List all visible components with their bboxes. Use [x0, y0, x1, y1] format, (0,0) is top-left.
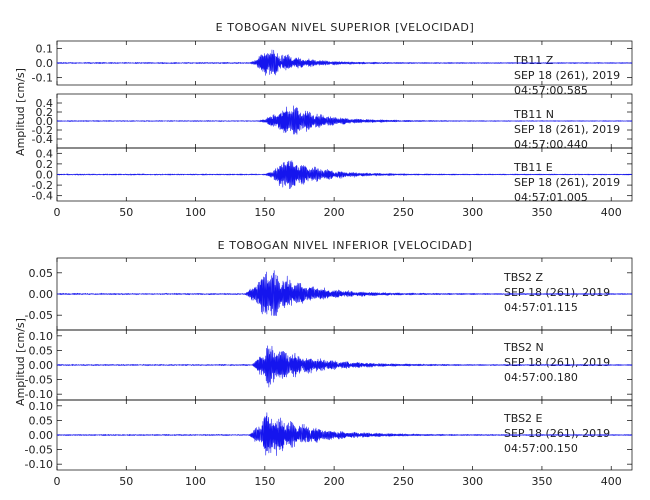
x-tick-label: 150	[254, 475, 275, 488]
y-tick-label: 0.00	[29, 359, 54, 372]
trace-date-label: SEP 18 (261), 2019	[514, 69, 620, 82]
trace-station-label: TB11 N	[513, 108, 554, 121]
y-tick-label: 0.05	[29, 267, 54, 280]
y-tick-label: -0.2	[32, 124, 53, 137]
trace-time-label: 04:57:00.440	[514, 138, 588, 151]
trace-date-label: SEP 18 (261), 2019	[514, 176, 620, 189]
bottom-y-axis-label: Amplitud [cm/s]	[14, 318, 27, 406]
top-chart-title: E TOBOGAN NIVEL SUPERIOR [VELOCIDAD]	[216, 21, 475, 34]
trace-date-label: SEP 18 (261), 2019	[504, 286, 610, 299]
trace-date-label: SEP 18 (261), 2019	[514, 123, 620, 136]
trace-time-label: 04:57:00.180	[504, 371, 578, 384]
bottom-x-axis: 0 50 100 150 200 250 300 350 400	[54, 475, 622, 488]
y-tick-label: 0.00	[29, 429, 54, 442]
y-tick-label: -0.05	[25, 444, 53, 457]
y-tick-label: 0.2	[36, 106, 54, 119]
x-tick-label: 150	[254, 206, 275, 219]
trace-station-label: TB11 E	[513, 161, 553, 174]
x-tick-label: 0	[54, 206, 61, 219]
x-tick-label: 400	[601, 475, 622, 488]
y-tick-label: 0.0	[36, 57, 54, 70]
trace-tb11-z: TB11 Z SEP 18 (261), 2019 04:57:00.585 -…	[32, 40, 633, 97]
waveform-line	[56, 105, 633, 135]
trace-time-label: 04:57:00.150	[504, 442, 578, 455]
top-x-axis: 0 50 100 150 200 250 300 350 400	[54, 206, 622, 219]
x-tick-label: 0	[54, 475, 61, 488]
y-tick-label: -0.2	[32, 179, 53, 192]
trace-tbs2-e: TBS2 E SEP 18 (261), 2019 04:57:00.150 -…	[25, 399, 633, 471]
y-tick-label: 0.2	[36, 158, 54, 171]
x-tick-label: 250	[393, 206, 414, 219]
top-y-axis-label: Amplitud [cm/s]	[14, 68, 27, 156]
top-panel: E TOBOGAN NIVEL SUPERIOR [VELOCIDAD] Amp…	[14, 21, 633, 219]
x-tick-label: 200	[324, 475, 345, 488]
x-tick-label: 300	[462, 206, 483, 219]
trace-tbs2-z: TBS2 Z SEP 18 (261), 2019 04:57:01.115 -…	[25, 257, 633, 331]
x-tick-label: 350	[531, 475, 552, 488]
waveform-line	[56, 49, 633, 76]
y-tick-label: -0.05	[25, 309, 53, 322]
waveform-line	[56, 345, 633, 388]
y-tick-label: 0.05	[29, 414, 54, 427]
trace-date-label: SEP 18 (261), 2019	[504, 427, 610, 440]
trace-station-label: TB11 Z	[513, 54, 554, 67]
trace-tb11-n: TB11 N SEP 18 (261), 2019 04:57:00.440 -…	[32, 93, 633, 151]
trace-tb11-e: TB11 E SEP 18 (261), 2019 04:57:01.005 -…	[32, 147, 633, 204]
y-tick-label: 0.05	[29, 344, 54, 357]
y-tick-label: 0.0	[36, 169, 54, 182]
y-tick-label: 0.4	[36, 97, 54, 110]
waveform-line	[56, 412, 633, 456]
y-tick-label: 0.10	[29, 330, 54, 343]
trace-time-label: 04:57:00.585	[514, 84, 588, 97]
y-tick-label: -0.4	[32, 190, 53, 203]
x-tick-label: 50	[119, 206, 133, 219]
bottom-panel: E TOBOGAN NIVEL INFERIOR [VELOCIDAD] Amp…	[14, 239, 633, 488]
y-tick-label: -0.05	[25, 374, 53, 387]
y-tick-label: 0.1	[36, 42, 54, 55]
waveform-line	[56, 160, 633, 190]
y-tick-label: 0.10	[29, 400, 54, 413]
y-tick-label: -0.10	[25, 388, 53, 401]
x-tick-label: 250	[393, 475, 414, 488]
y-tick-label: 0.0	[36, 115, 54, 128]
trace-date-label: SEP 18 (261), 2019	[504, 356, 610, 369]
trace-time-label: 04:57:01.115	[504, 301, 578, 314]
x-tick-label: 300	[462, 475, 483, 488]
trace-time-label: 04:57:01.005	[514, 191, 588, 204]
y-tick-label: -0.1	[32, 72, 53, 85]
trace-tbs2-n: TBS2 N SEP 18 (261), 2019 04:57:00.180 -…	[25, 329, 633, 401]
trace-station-label: TBS2 Z	[503, 271, 544, 284]
waveform-line	[56, 270, 633, 316]
trace-station-label: TBS2 E	[503, 412, 543, 425]
x-tick-label: 200	[324, 206, 345, 219]
y-tick-label: -0.4	[32, 133, 53, 146]
x-tick-label: 100	[185, 206, 206, 219]
y-tick-label: 0.00	[29, 288, 54, 301]
x-tick-label: 100	[185, 475, 206, 488]
bottom-chart-title: E TOBOGAN NIVEL INFERIOR [VELOCIDAD]	[218, 239, 473, 252]
y-tick-label: 0.4	[36, 147, 54, 160]
x-tick-label: 400	[601, 206, 622, 219]
y-tick-label: -0.10	[25, 458, 53, 471]
x-tick-label: 350	[531, 206, 552, 219]
trace-station-label: TBS2 N	[503, 341, 544, 354]
x-tick-label: 50	[119, 475, 133, 488]
